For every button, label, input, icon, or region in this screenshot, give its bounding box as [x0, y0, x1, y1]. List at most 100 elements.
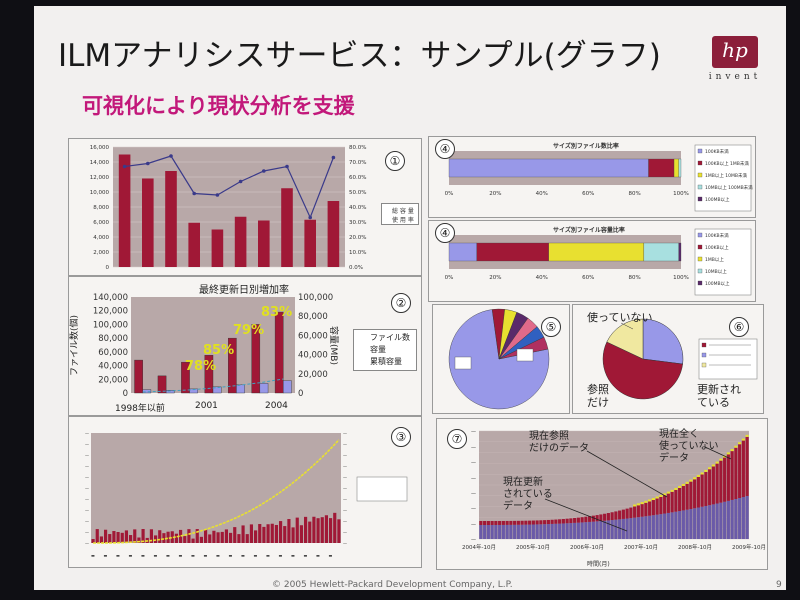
- bar: [211, 229, 224, 267]
- bar-segment: [696, 476, 700, 508]
- bar-segment: [663, 493, 667, 496]
- bar-segment: [614, 511, 618, 520]
- bar-segment: [476, 242, 549, 262]
- bar-segment: [678, 487, 682, 512]
- chart-7-x-title: 時間(月): [587, 561, 610, 568]
- bar-segment: [546, 519, 550, 525]
- legend-item: 10MB以上 100MB未満: [705, 184, 753, 191]
- x-tick-label: 2004年-10月: [462, 543, 496, 551]
- copyright-footer: © 2005 Hewlett-Packard Development Compa…: [272, 580, 513, 590]
- bar-segment: [678, 242, 682, 262]
- bar-segment: [663, 513, 667, 539]
- y-tick-label: 140,000: [93, 293, 128, 303]
- bar-segment: [524, 524, 528, 539]
- y-tick-label: 6,000: [93, 220, 109, 226]
- legend-item: 100KB以上: [705, 244, 729, 251]
- panel-7-number: ⑦: [447, 429, 467, 449]
- bar-segment: [486, 520, 490, 525]
- bar-segment: [700, 506, 704, 539]
- bar-segment: [738, 498, 742, 539]
- bar-segment: [531, 520, 535, 525]
- bar-segment: [516, 520, 520, 525]
- bar-segment: [726, 452, 730, 455]
- bar: [327, 201, 340, 267]
- x-tick-label: 0%: [445, 191, 454, 197]
- y2-tick-label: —: [343, 497, 347, 502]
- x-tick-label: ▬: [91, 553, 95, 558]
- chart-1: 16,000 14,000 12,000 10,000 8,000 6,000 4,000 2…: [90, 145, 393, 271]
- legend-item: 1MB以上: [705, 256, 724, 263]
- legend-item: 10MB以上: [705, 268, 727, 275]
- bar: [254, 530, 258, 543]
- bar-segment: [588, 516, 592, 522]
- y2-tick-label: —: [343, 508, 347, 513]
- callout-arrow: [704, 446, 732, 460]
- bar: [158, 530, 162, 543]
- bar: [237, 534, 241, 543]
- bar-segment: [565, 518, 569, 524]
- bar-segment: [520, 520, 524, 525]
- bar: [304, 219, 316, 267]
- line-point: [262, 169, 266, 173]
- bar: [95, 529, 99, 543]
- bar: [258, 220, 270, 267]
- bar-segment: [651, 515, 655, 539]
- y-tick-label: 120,000: [93, 307, 128, 317]
- panel-1: 16,000 14,000 12,000 10,000 8,000 6,000 4,000 2…: [68, 138, 422, 276]
- series-line: [93, 439, 340, 544]
- y-tick-label: 12,000: [90, 175, 110, 181]
- x-tick-label: 60%: [582, 191, 594, 197]
- bar-segment: [655, 496, 659, 499]
- x-tick-label: 60%: [582, 275, 594, 281]
- bar-segment: [621, 509, 625, 519]
- y-tick-label: 60,000: [98, 348, 128, 358]
- bar: [287, 519, 291, 543]
- bar: [116, 532, 120, 543]
- bar-segment: [723, 455, 727, 458]
- x-tick-label: 100%: [673, 275, 689, 281]
- legend-item: 100KB未満: [705, 232, 729, 239]
- bar: [228, 337, 237, 394]
- y2-tick-label: —: [343, 475, 347, 480]
- bar: [316, 518, 320, 543]
- bar-segment: [505, 520, 509, 525]
- bar-segment: [625, 508, 629, 519]
- legend-swatch: [701, 362, 707, 368]
- bar-segment: [648, 515, 652, 539]
- bar: [283, 380, 292, 394]
- bar-segment: [659, 514, 663, 539]
- bar-segment: [723, 457, 727, 502]
- legend-item: 累積容量: [370, 357, 402, 366]
- bar-segment: [696, 474, 700, 477]
- bar-segment: [618, 510, 622, 520]
- y-tick-label: —: [85, 497, 89, 502]
- bar-segment: [693, 477, 697, 480]
- bar-segment: [535, 524, 539, 539]
- bar-segment: [738, 442, 742, 445]
- panel-4b-number: ④: [435, 223, 455, 243]
- callout-arrow: [544, 498, 628, 532]
- line-point: [285, 164, 289, 169]
- bar-segment: [610, 512, 614, 521]
- bar-segment: [629, 507, 633, 519]
- legend-item: 1MB以上 10MB未満: [705, 172, 747, 179]
- x-tick-label: 100%: [673, 191, 689, 197]
- bar: [112, 531, 116, 543]
- bar-segment: [741, 440, 745, 498]
- legend-swatch: [697, 280, 703, 286]
- bar-segment: [576, 522, 580, 539]
- y-tick-label: —: [85, 431, 89, 436]
- y2-tick-label: 40.0%: [349, 205, 366, 211]
- x-tick-label: ▬: [204, 553, 208, 558]
- legend-item: 100MB以上: [705, 196, 730, 203]
- bar-segment: [651, 498, 655, 501]
- y2-tick-label: 80.0%: [349, 145, 366, 151]
- y2-tick-label: 50.0%: [349, 190, 366, 196]
- bar-segment: [644, 500, 648, 503]
- bar-segment: [715, 463, 719, 504]
- chart-6: [602, 318, 758, 400]
- y-tick-label: 40,000: [98, 362, 128, 372]
- bar: [251, 324, 261, 394]
- bar-segment: [644, 502, 648, 517]
- chart-7: 2004年-10月 2005年-10月 2006年-10月 2007年-10月 2008…: [462, 429, 766, 551]
